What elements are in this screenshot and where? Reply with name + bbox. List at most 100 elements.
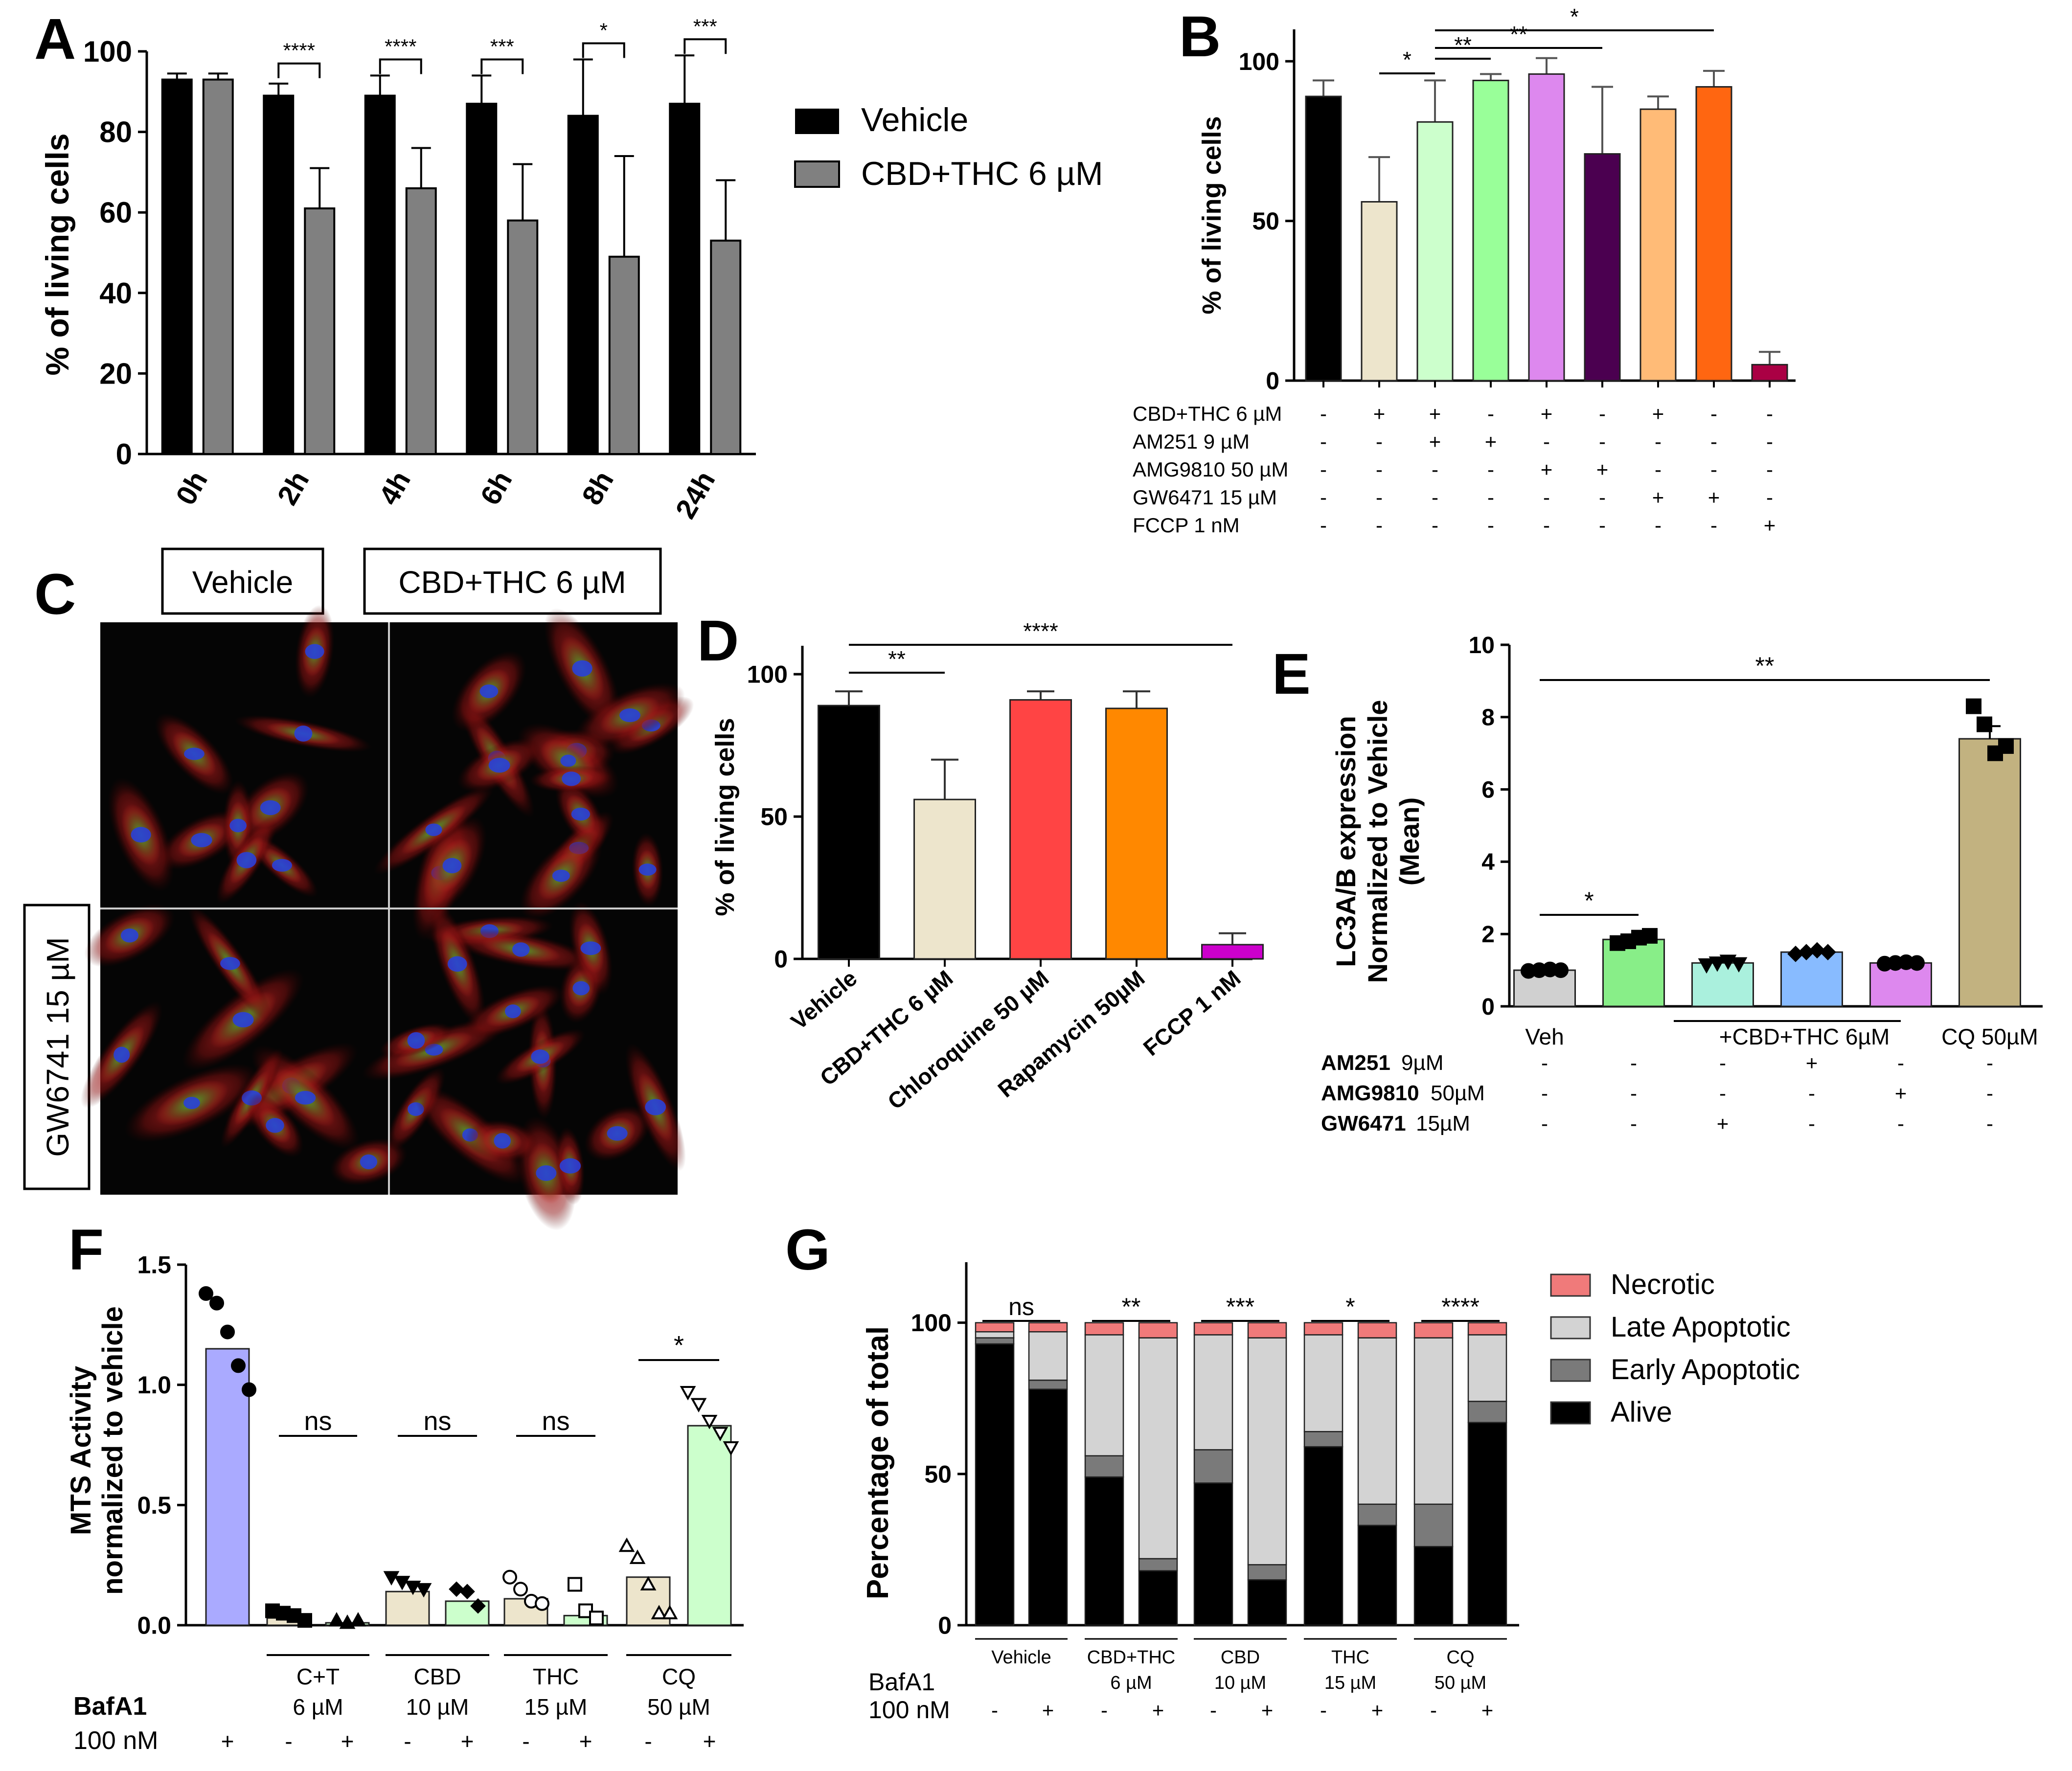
a-bar xyxy=(669,102,701,455)
b-treatment-mark: - xyxy=(1599,402,1606,425)
a-x-tick-label: 4h xyxy=(373,466,417,510)
g-legend-label: Early Apoptotic xyxy=(1611,1354,1800,1385)
g-bar-segment xyxy=(1413,1322,1454,1339)
g-group-label-2: 15 µM xyxy=(1324,1673,1376,1693)
a-bar xyxy=(405,187,437,455)
d-bar xyxy=(1105,707,1168,960)
g-legend-swatch xyxy=(1550,1359,1591,1382)
b-treatment-mark: - xyxy=(1487,458,1494,481)
a-y-tick-label: 40 xyxy=(99,277,132,310)
micrograph-tile xyxy=(373,608,694,941)
d-significance-label: ** xyxy=(888,646,906,672)
cell-nucleus xyxy=(645,1099,666,1115)
e-treatment-mark: - xyxy=(1808,1112,1815,1135)
b-treatment-mark: - xyxy=(1766,402,1773,425)
b-treatment-mark: - xyxy=(1599,486,1606,509)
b-y-tick-label: 50 xyxy=(1252,207,1279,235)
d-x-tick-label: Vehicle xyxy=(786,965,862,1035)
f-data-point xyxy=(339,1614,356,1629)
f-bafa1-label: BafA1 xyxy=(73,1692,147,1721)
d-bar xyxy=(913,798,976,960)
a-y-tick-label: 80 xyxy=(99,116,132,149)
panel-c-row-label: GW6741 15 µM xyxy=(40,937,75,1157)
panel-c-letter: C xyxy=(34,562,76,627)
a-bar xyxy=(608,255,640,455)
b-treatment-label: GW6471 15 µM xyxy=(1133,486,1277,509)
b-treatment-label: AMG9810 50 µM xyxy=(1133,458,1288,481)
panel-a: A 0 20 40 60 80 100 0h 2h **** 4h **** 6h *** 8h * 24h *… xyxy=(34,7,1103,524)
cell-nucleus xyxy=(232,1012,254,1028)
f-data-point xyxy=(513,1582,528,1597)
b-treatment-mark: + xyxy=(1429,402,1441,425)
e-data-point xyxy=(1553,962,1569,978)
d-y-tick-label: 100 xyxy=(747,661,788,688)
g-bafa1-mark: + xyxy=(1371,1699,1384,1722)
b-treatment-mark: + xyxy=(1708,486,1720,509)
b-treatment-mark: - xyxy=(1487,402,1494,425)
micrograph-tile xyxy=(362,901,686,1230)
e-y-tick-label: 8 xyxy=(1481,705,1495,731)
b-treatment-mark: + xyxy=(1429,430,1441,453)
e-treatment-mark: - xyxy=(1986,1051,1993,1074)
b-treatment-label: AM251 9 µM xyxy=(1133,430,1250,453)
f-data-point xyxy=(383,1571,400,1586)
cell-nucleus xyxy=(184,748,205,760)
f-bafa1-dose: 100 nM xyxy=(73,1726,158,1755)
e-data-point xyxy=(1708,956,1726,972)
b-treatment-mark: - xyxy=(1432,486,1438,509)
f-significance-label: ns xyxy=(542,1407,569,1436)
g-bafa1-mark: + xyxy=(1261,1699,1274,1722)
legend-label-cbd-thc: CBD+THC 6 µM xyxy=(861,155,1103,192)
g-legend-label: Necrotic xyxy=(1611,1269,1715,1300)
f-data-point xyxy=(690,1398,707,1413)
micrograph-tile xyxy=(108,605,372,904)
f-data-point xyxy=(242,1382,256,1397)
g-bar-segment xyxy=(1084,1455,1124,1478)
panel-d-ylabel: % of living cells xyxy=(710,718,740,916)
a-significance-label: *** xyxy=(490,35,514,58)
g-bar-segment xyxy=(1303,1431,1343,1448)
e-data-point xyxy=(1642,928,1658,944)
panel-f: F 0.0 0.5 1.0 1.5 + - + - + - + - + C+T 6 µM ns CBD 10 µM… xyxy=(65,1218,744,1755)
panel-c-col-label-2: CBD+THC 6 µM xyxy=(398,565,626,600)
g-bar-segment xyxy=(1084,1476,1124,1626)
a-significance-line xyxy=(683,38,727,54)
g-bar-segment xyxy=(975,1322,1015,1333)
g-bafa1-mark: - xyxy=(1101,1699,1108,1722)
g-bar-segment xyxy=(1303,1446,1343,1626)
a-significance-label: **** xyxy=(283,39,315,62)
a-bar xyxy=(710,239,742,455)
b-treatment-mark: - xyxy=(1710,514,1717,537)
f-y-tick-label: 0.5 xyxy=(137,1492,171,1519)
a-bar xyxy=(567,114,599,455)
e-treatment-mark: + xyxy=(1717,1112,1729,1135)
b-treatment-mark: - xyxy=(1432,458,1438,481)
f-data-point xyxy=(470,1598,486,1614)
g-significance-label: ** xyxy=(1122,1293,1141,1320)
a-y-tick-label: 60 xyxy=(99,196,132,229)
e-data-point xyxy=(1998,738,2014,754)
panel-c-col-label-box-1 xyxy=(161,547,324,615)
g-significance-label: **** xyxy=(1441,1293,1480,1320)
b-treatment-mark: + xyxy=(1652,402,1664,425)
e-treatment-dose: 9µM xyxy=(1401,1051,1443,1075)
cell-nucleus xyxy=(488,758,510,773)
cell-nucleus xyxy=(562,772,581,786)
e-treatment-mark: - xyxy=(1986,1112,1993,1135)
b-treatment-mark: - xyxy=(1320,514,1327,537)
b-treatment-mark: - xyxy=(1376,514,1383,537)
panel-c-micrographs xyxy=(80,605,694,1230)
g-bar-segment xyxy=(1357,1322,1397,1339)
panel-f-chart: 0.0 0.5 1.0 1.5 + - + - + - + - + C+T 6 µM ns CBD 10 µM ns… xyxy=(73,1251,744,1755)
b-significance-label: ** xyxy=(1454,32,1472,58)
cell-nucleus xyxy=(266,1118,284,1133)
b-treatment-mark: + xyxy=(1652,486,1664,509)
panel-g-letter: G xyxy=(785,1218,830,1282)
f-data-point xyxy=(209,1295,224,1311)
e-treatment-label: GW6471 xyxy=(1321,1112,1406,1135)
f-y-tick-label: 0.0 xyxy=(137,1612,171,1639)
e-data-point xyxy=(1909,955,1925,971)
f-data-point xyxy=(449,1581,464,1597)
